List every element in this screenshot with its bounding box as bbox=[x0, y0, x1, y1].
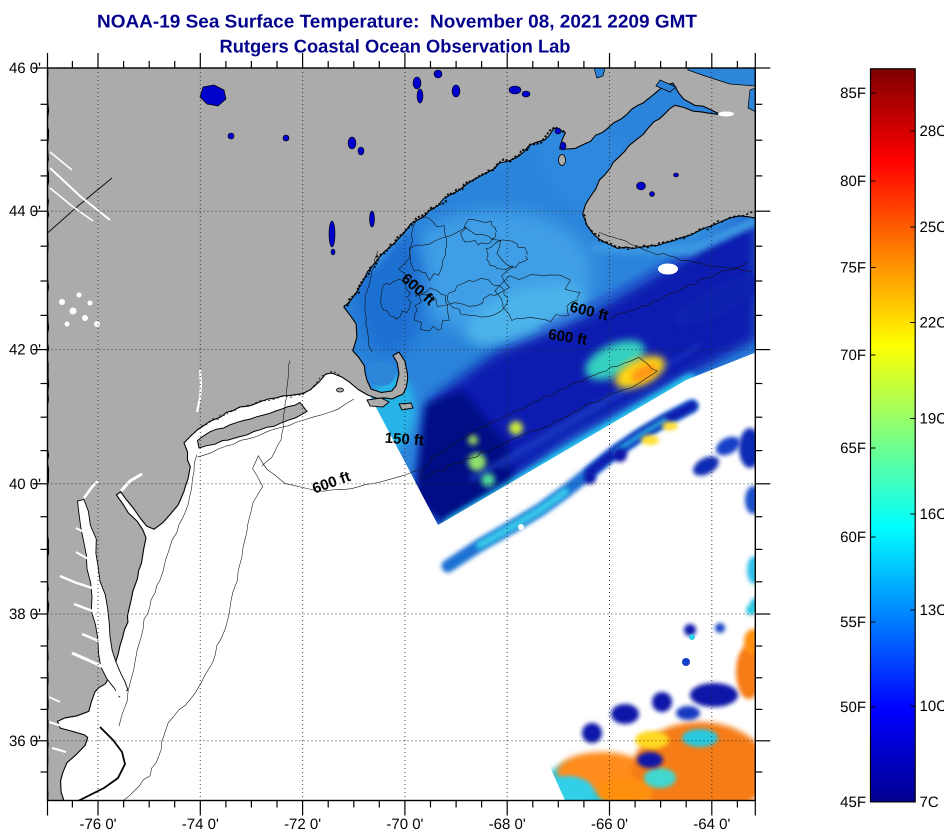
svg-text:38 0': 38 0' bbox=[9, 606, 41, 623]
svg-text:19C: 19C bbox=[920, 411, 944, 428]
svg-text:16C: 16C bbox=[920, 506, 944, 523]
svg-text:50F: 50F bbox=[840, 699, 866, 716]
svg-text:45F: 45F bbox=[840, 794, 866, 811]
svg-text:Rutgers Coastal Ocean Observat: Rutgers Coastal Ocean Observation Lab bbox=[220, 36, 571, 57]
svg-text:60F: 60F bbox=[840, 529, 866, 546]
svg-text:22C: 22C bbox=[920, 315, 944, 332]
svg-text:-72 0': -72 0' bbox=[284, 816, 321, 832]
svg-text:85F: 85F bbox=[840, 85, 866, 102]
svg-text:25C: 25C bbox=[920, 219, 944, 236]
svg-text:13C: 13C bbox=[920, 602, 944, 619]
svg-text:-64 0': -64 0' bbox=[693, 816, 730, 832]
svg-text:-70 0': -70 0' bbox=[386, 816, 423, 832]
svg-text:46 0': 46 0' bbox=[9, 60, 41, 77]
svg-text:44 0': 44 0' bbox=[9, 203, 41, 220]
svg-text:-74 0': -74 0' bbox=[182, 816, 219, 832]
svg-text:600 ft: 600 ft bbox=[547, 326, 588, 349]
svg-text:40 0': 40 0' bbox=[9, 476, 41, 493]
svg-text:55F: 55F bbox=[840, 614, 866, 631]
svg-text:7C: 7C bbox=[920, 794, 939, 811]
svg-text:42 0': 42 0' bbox=[9, 342, 41, 359]
svg-text:10C: 10C bbox=[920, 698, 944, 715]
svg-text:75F: 75F bbox=[840, 260, 866, 277]
svg-text:NOAA-19 Sea Surface Temperatur: NOAA-19 Sea Surface Temperature: Novembe… bbox=[97, 11, 698, 32]
svg-text:65F: 65F bbox=[840, 440, 866, 457]
svg-text:80F: 80F bbox=[840, 173, 866, 190]
svg-text:-68 0': -68 0' bbox=[489, 816, 526, 832]
svg-text:28C: 28C bbox=[920, 123, 944, 140]
svg-text:-66 0': -66 0' bbox=[591, 816, 628, 832]
svg-text:36 0': 36 0' bbox=[9, 733, 41, 750]
svg-text:70F: 70F bbox=[840, 347, 866, 364]
svg-text:-76 0': -76 0' bbox=[79, 816, 116, 832]
svg-text:150 ft: 150 ft bbox=[384, 430, 424, 450]
